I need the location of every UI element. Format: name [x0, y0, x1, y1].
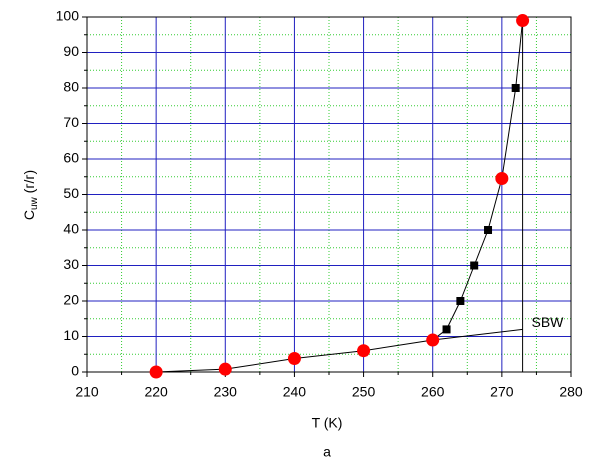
x-tick-label: 210: [75, 384, 99, 400]
square-marker: [456, 297, 465, 305]
y-label-unit: (г/г): [21, 170, 37, 193]
y-tick-label: 80: [63, 79, 79, 95]
caption: a: [323, 444, 331, 460]
circle-marker: [426, 333, 440, 347]
y-tick-label: 90: [63, 43, 79, 59]
y-tick-label: 30: [63, 256, 79, 272]
y-label-sub: uw: [29, 196, 40, 210]
x-tick-label: 230: [214, 384, 238, 400]
annotation: SBW: [532, 314, 565, 330]
data-line: [156, 20, 524, 373]
y-tick-label: 20: [63, 292, 79, 308]
circle-marker: [149, 365, 163, 379]
x-tick-label: 270: [490, 384, 514, 400]
circle-marker: [218, 362, 232, 376]
data-line: [432, 328, 523, 341]
x-tick-label: 280: [559, 384, 583, 400]
y-tick-label: 70: [63, 114, 79, 130]
circle-marker: [516, 14, 530, 28]
y-tick-label: 0: [71, 363, 79, 379]
y-label-main: C: [21, 210, 37, 220]
circle-marker: [357, 344, 371, 358]
y-tick-label: 10: [63, 327, 79, 343]
square-marker: [442, 325, 451, 334]
y-tick-label: 100: [56, 8, 80, 24]
x-tick-label: 220: [144, 384, 168, 400]
y-tick-label: 40: [63, 221, 79, 237]
y-tick-label: 50: [63, 185, 79, 201]
y-axis-label: Cuw (г/г): [21, 170, 40, 220]
x-tick-label: 260: [421, 384, 445, 400]
circle-marker: [287, 352, 301, 366]
circle-marker: [495, 172, 509, 186]
square-marker: [511, 84, 520, 92]
square-marker: [470, 261, 479, 270]
y-tick-label: 60: [63, 150, 79, 166]
plot-frame: [86, 16, 572, 373]
square-marker: [484, 226, 493, 234]
x-axis-label: T (K): [312, 415, 343, 431]
x-tick-label: 250: [352, 384, 376, 400]
x-tick-label: 240: [283, 384, 307, 400]
